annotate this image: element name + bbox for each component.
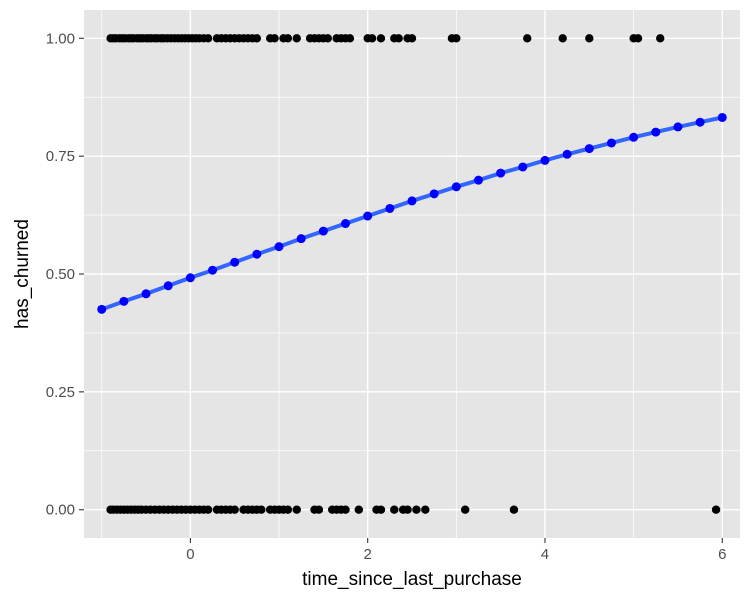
observed-not-churned-point [354, 505, 364, 514]
predicted-point [606, 138, 616, 148]
predicted-point [163, 281, 173, 291]
observed-churned-point [252, 34, 262, 43]
x-tick-label: 0 [186, 546, 194, 563]
predicted-point [363, 211, 373, 221]
observed-churned-point [407, 34, 417, 43]
predicted-point [429, 189, 439, 199]
predicted-point [518, 162, 528, 172]
x-tick-label: 2 [364, 546, 372, 563]
predicted-point [97, 304, 107, 314]
observed-not-churned-point [292, 505, 301, 514]
observed-churned-point [367, 34, 377, 43]
observed-churned-point [270, 34, 279, 43]
observed-churned-point [585, 34, 594, 43]
predicted-point [695, 117, 705, 127]
y-tick-label: 0.50 [46, 266, 75, 283]
x-axis-ticks: 0 2 4 6 [186, 538, 726, 563]
y-tick-label: 0.00 [46, 502, 75, 519]
observed-churned-point [452, 34, 461, 43]
observed-churned-point [633, 34, 643, 43]
observed-not-churned-points [106, 505, 721, 514]
observed-not-churned-point [509, 505, 519, 514]
major-gridlines [84, 10, 740, 538]
observed-not-churned-point [314, 505, 324, 514]
observed-not-churned-point [711, 505, 721, 514]
predicted-points [97, 112, 727, 314]
observed-not-churned-point [412, 505, 421, 514]
predicted-point [629, 132, 639, 142]
observed-churned-point [323, 34, 332, 43]
predicted-point [651, 127, 661, 137]
observed-churned-points [106, 34, 665, 43]
x-axis-title: time_since_last_purchase [302, 569, 522, 590]
observed-not-churned-point [341, 505, 350, 514]
observed-churned-point [656, 34, 665, 43]
observed-churned-point [394, 34, 403, 43]
predicted-point [252, 249, 262, 259]
observed-not-churned-point [460, 505, 470, 514]
observed-churned-point [376, 34, 386, 43]
observed-churned-point [203, 34, 213, 43]
observed-churned-point [345, 34, 355, 43]
y-tick-label: 0.75 [46, 148, 75, 165]
observed-not-churned-point [403, 505, 412, 514]
observed-churned-point [292, 34, 301, 43]
observed-not-churned-point [257, 505, 266, 514]
predicted-point [540, 155, 550, 165]
observed-not-churned-point [230, 505, 239, 514]
predicted-point [584, 144, 594, 154]
predicted-point [185, 273, 195, 283]
x-tick-label: 4 [541, 546, 549, 563]
observed-churned-point [283, 34, 293, 43]
predicted-point [562, 149, 572, 159]
predicted-point [230, 257, 240, 267]
predicted-point [451, 182, 461, 192]
x-tick-label: 6 [718, 546, 726, 563]
predicted-point [407, 196, 417, 206]
observed-not-churned-point [283, 505, 293, 514]
y-tick-label: 1.00 [46, 30, 75, 47]
observed-not-churned-point [203, 505, 213, 514]
predicted-point [385, 203, 395, 213]
observed-not-churned-point [421, 505, 430, 514]
predicted-point [274, 242, 284, 252]
predicted-point [496, 168, 506, 178]
predicted-point [208, 265, 218, 275]
observed-churned-point [558, 34, 567, 43]
y-axis-title: has_churned [12, 219, 33, 329]
predicted-point [673, 122, 683, 132]
observed-not-churned-point [376, 505, 386, 514]
predicted-point [296, 234, 306, 244]
predicted-point [318, 226, 328, 236]
predicted-point [119, 296, 129, 306]
y-axis-ticks: 0.00 0.25 0.50 0.75 1.00 [46, 30, 84, 519]
predicted-point [341, 219, 351, 229]
predicted-point [717, 112, 727, 122]
y-tick-label: 0.25 [46, 384, 75, 401]
predicted-point [473, 175, 483, 185]
observed-not-churned-point [390, 505, 399, 514]
observed-churned-point [523, 34, 532, 43]
predicted-point [141, 289, 151, 299]
